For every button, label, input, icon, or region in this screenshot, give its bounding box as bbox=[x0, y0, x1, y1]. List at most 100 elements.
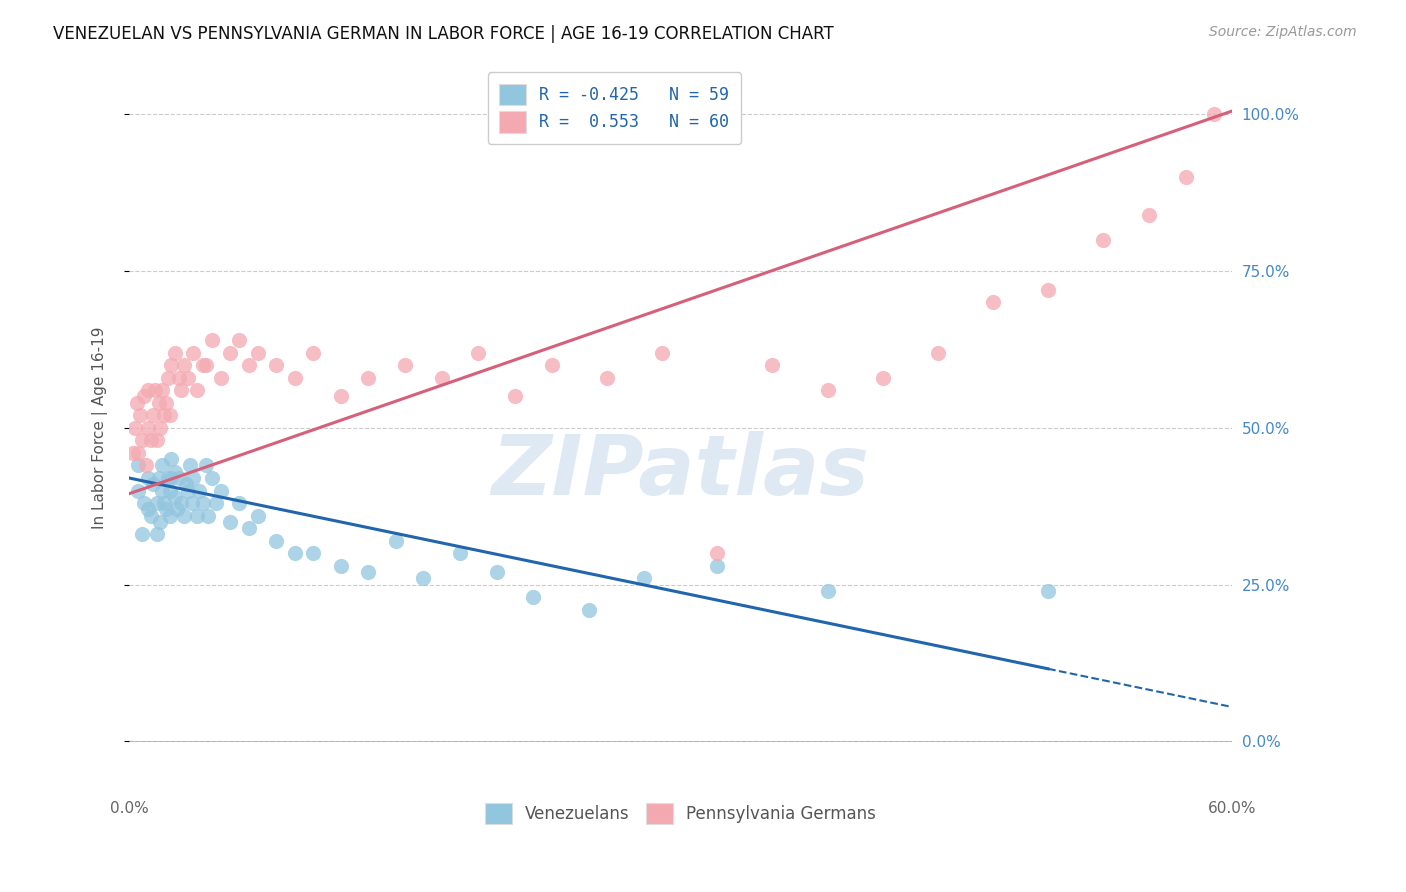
Point bbox=[129, 409, 152, 423]
Text: VENEZUELAN VS PENNSYLVANIA GERMAN IN LABOR FORCE | AGE 16-19 CORRELATION CHART: VENEZUELAN VS PENNSYLVANIA GERMAN IN LAB… bbox=[53, 25, 834, 43]
Point bbox=[142, 477, 165, 491]
Point bbox=[394, 358, 416, 372]
Point bbox=[284, 546, 307, 560]
Point bbox=[264, 358, 287, 372]
Point bbox=[124, 421, 146, 435]
Point bbox=[179, 458, 201, 473]
Point bbox=[142, 409, 165, 423]
Point bbox=[131, 527, 153, 541]
Point bbox=[872, 370, 894, 384]
Point bbox=[384, 533, 406, 548]
Point bbox=[155, 502, 177, 516]
Point bbox=[1202, 107, 1225, 121]
Point bbox=[817, 383, 839, 397]
Point bbox=[150, 383, 173, 397]
Point bbox=[219, 345, 242, 359]
Point bbox=[485, 565, 508, 579]
Text: ZIPatlas: ZIPatlas bbox=[492, 431, 869, 512]
Point bbox=[191, 358, 214, 372]
Point bbox=[156, 471, 179, 485]
Point bbox=[150, 458, 173, 473]
Point bbox=[127, 458, 149, 473]
Point bbox=[302, 345, 325, 359]
Point bbox=[1036, 583, 1059, 598]
Point bbox=[160, 452, 183, 467]
Point bbox=[169, 496, 191, 510]
Point bbox=[160, 471, 183, 485]
Point bbox=[159, 508, 181, 523]
Point bbox=[148, 396, 170, 410]
Point bbox=[238, 358, 260, 372]
Point bbox=[159, 483, 181, 498]
Point bbox=[329, 558, 352, 573]
Point bbox=[264, 533, 287, 548]
Point bbox=[132, 389, 155, 403]
Point bbox=[981, 295, 1004, 310]
Point bbox=[761, 358, 783, 372]
Point bbox=[167, 471, 190, 485]
Point bbox=[228, 496, 250, 510]
Point bbox=[1174, 169, 1197, 184]
Text: Source: ZipAtlas.com: Source: ZipAtlas.com bbox=[1209, 25, 1357, 39]
Point bbox=[197, 508, 219, 523]
Point bbox=[651, 345, 673, 359]
Point bbox=[141, 434, 163, 448]
Point bbox=[127, 446, 149, 460]
Point bbox=[160, 358, 183, 372]
Point bbox=[141, 508, 163, 523]
Point bbox=[706, 558, 728, 573]
Point bbox=[180, 496, 202, 510]
Point bbox=[238, 521, 260, 535]
Point bbox=[136, 383, 159, 397]
Point bbox=[195, 358, 218, 372]
Point bbox=[246, 345, 269, 359]
Point bbox=[145, 527, 167, 541]
Point bbox=[153, 496, 176, 510]
Point bbox=[228, 333, 250, 347]
Point bbox=[578, 603, 600, 617]
Point bbox=[522, 590, 544, 604]
Point bbox=[135, 458, 157, 473]
Point bbox=[183, 345, 205, 359]
Point bbox=[188, 483, 211, 498]
Point bbox=[156, 370, 179, 384]
Point bbox=[145, 496, 167, 510]
Point bbox=[503, 389, 526, 403]
Point bbox=[155, 396, 177, 410]
Point bbox=[201, 471, 224, 485]
Point bbox=[132, 496, 155, 510]
Point bbox=[127, 483, 149, 498]
Point bbox=[177, 370, 200, 384]
Point bbox=[169, 383, 191, 397]
Point bbox=[177, 483, 200, 498]
Point bbox=[357, 565, 380, 579]
Point bbox=[165, 465, 187, 479]
Point bbox=[143, 383, 166, 397]
Point bbox=[166, 502, 188, 516]
Point bbox=[1137, 208, 1160, 222]
Point bbox=[412, 571, 434, 585]
Y-axis label: In Labor Force | Age 16-19: In Labor Force | Age 16-19 bbox=[93, 326, 108, 529]
Point bbox=[541, 358, 564, 372]
Point bbox=[183, 471, 205, 485]
Point bbox=[1092, 233, 1115, 247]
Point bbox=[201, 333, 224, 347]
Point bbox=[246, 508, 269, 523]
Point bbox=[329, 389, 352, 403]
Point bbox=[357, 370, 380, 384]
Point bbox=[219, 515, 242, 529]
Point bbox=[284, 370, 307, 384]
Point bbox=[145, 434, 167, 448]
Point bbox=[191, 496, 214, 510]
Point bbox=[136, 471, 159, 485]
Point bbox=[159, 409, 181, 423]
Point bbox=[165, 345, 187, 359]
Point bbox=[148, 471, 170, 485]
Point bbox=[195, 458, 218, 473]
Point bbox=[153, 409, 176, 423]
Point bbox=[121, 446, 143, 460]
Point bbox=[302, 546, 325, 560]
Point bbox=[817, 583, 839, 598]
Point bbox=[633, 571, 655, 585]
Point bbox=[167, 370, 190, 384]
